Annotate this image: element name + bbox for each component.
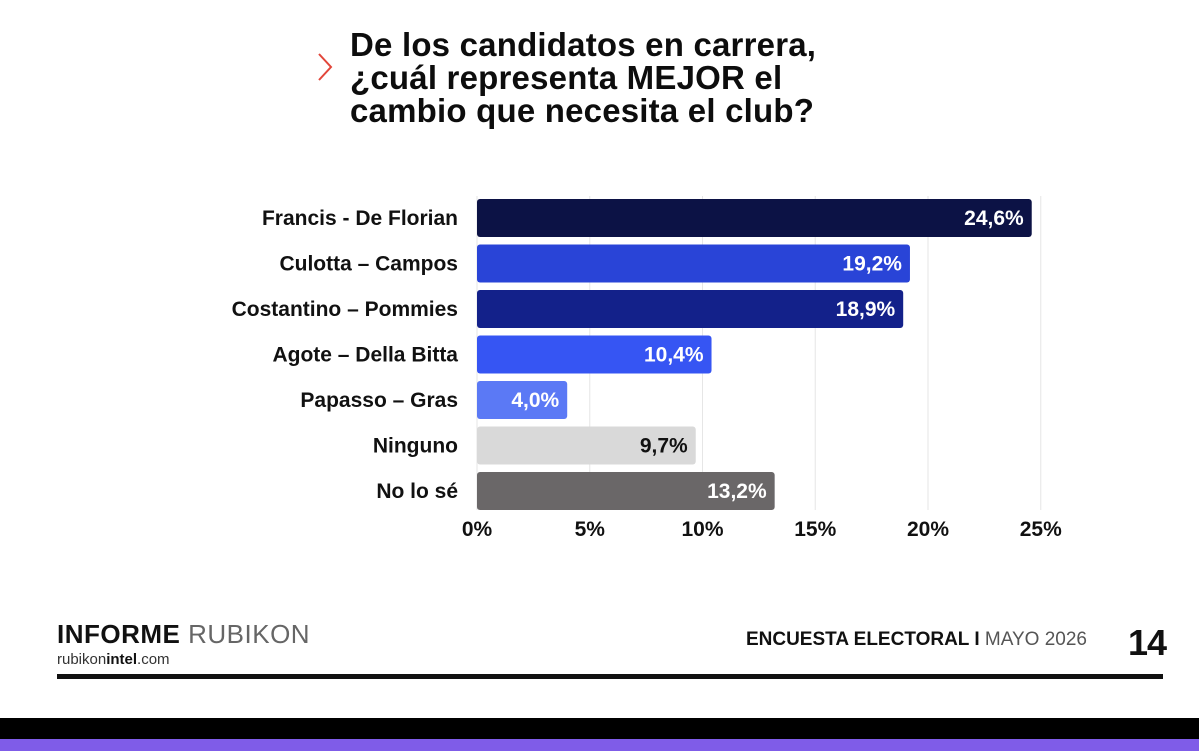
data-label: 9,7% (640, 435, 688, 458)
chart-title: De los candidatos en carrera, ¿cuál repr… (350, 28, 910, 127)
bar-5 (477, 381, 568, 419)
bar-7 (477, 472, 775, 510)
bar-chart: Francis - De Florian 24,6% Culotta – Campo… (232, 196, 1062, 541)
data-label: 13,2% (707, 480, 767, 503)
data-label: 24,6% (964, 207, 1024, 230)
bar-3 (477, 290, 904, 328)
brand-url: rubikonintel.com (57, 651, 310, 668)
x-tick-label: 10% (681, 518, 723, 541)
category-label: Francis - De Florian (262, 207, 458, 230)
bar-4 (477, 335, 712, 374)
x-tick-label: 0% (462, 518, 493, 541)
category-label: Costantino – Pommies (232, 298, 458, 321)
bar-1 (477, 199, 1032, 237)
data-label: 10,4% (644, 344, 704, 367)
data-label: 18,9% (836, 298, 896, 321)
brand-name-light: RUBIKON (188, 619, 311, 649)
url-suffix: .com (137, 651, 170, 668)
category-label: Agote – Della Bitta (272, 344, 458, 367)
survey-name: ENCUESTA ELECTORAL I (745, 629, 980, 650)
brand-name-bold: INFORME (57, 619, 181, 649)
chart-title-line-2: ¿cuál representa MEJOR el (350, 59, 783, 96)
brand-block: INFORME RUBIKON rubikonintel.com (57, 620, 310, 668)
x-tick-label: 20% (907, 518, 949, 541)
chart-title-line-3: cambio que necesita el club? (350, 92, 815, 129)
category-label: Papasso – Gras (300, 389, 458, 412)
chevron-right-icon (318, 53, 333, 81)
brand-logo: INFORME RUBIKON (57, 620, 310, 648)
survey-info: ENCUESTA ELECTORAL I MAYO 2026 (746, 629, 1087, 651)
data-label: 19,2% (842, 253, 902, 276)
data-label: 4,0% (511, 389, 559, 412)
page-number: 14 (1128, 622, 1167, 663)
category-label: Ninguno (373, 435, 458, 458)
url-prefix: rubikon (57, 651, 107, 668)
x-tick-label: 15% (794, 518, 836, 541)
bottom-band-purple (0, 739, 1199, 751)
category-label: No lo sé (376, 480, 458, 503)
url-bold: intel (106, 651, 138, 668)
survey-date: MAYO 2026 (984, 629, 1087, 650)
bar-2 (477, 244, 910, 283)
x-tick-label: 5% (575, 518, 606, 541)
chart-title-line-1: De los candidatos en carrera, (350, 26, 817, 63)
bottom-band-dark (0, 718, 1199, 739)
x-tick-label: 25% (1020, 518, 1062, 541)
bar-6 (477, 426, 696, 465)
footer-divider (57, 674, 1163, 679)
category-label: Culotta – Campos (279, 253, 458, 276)
